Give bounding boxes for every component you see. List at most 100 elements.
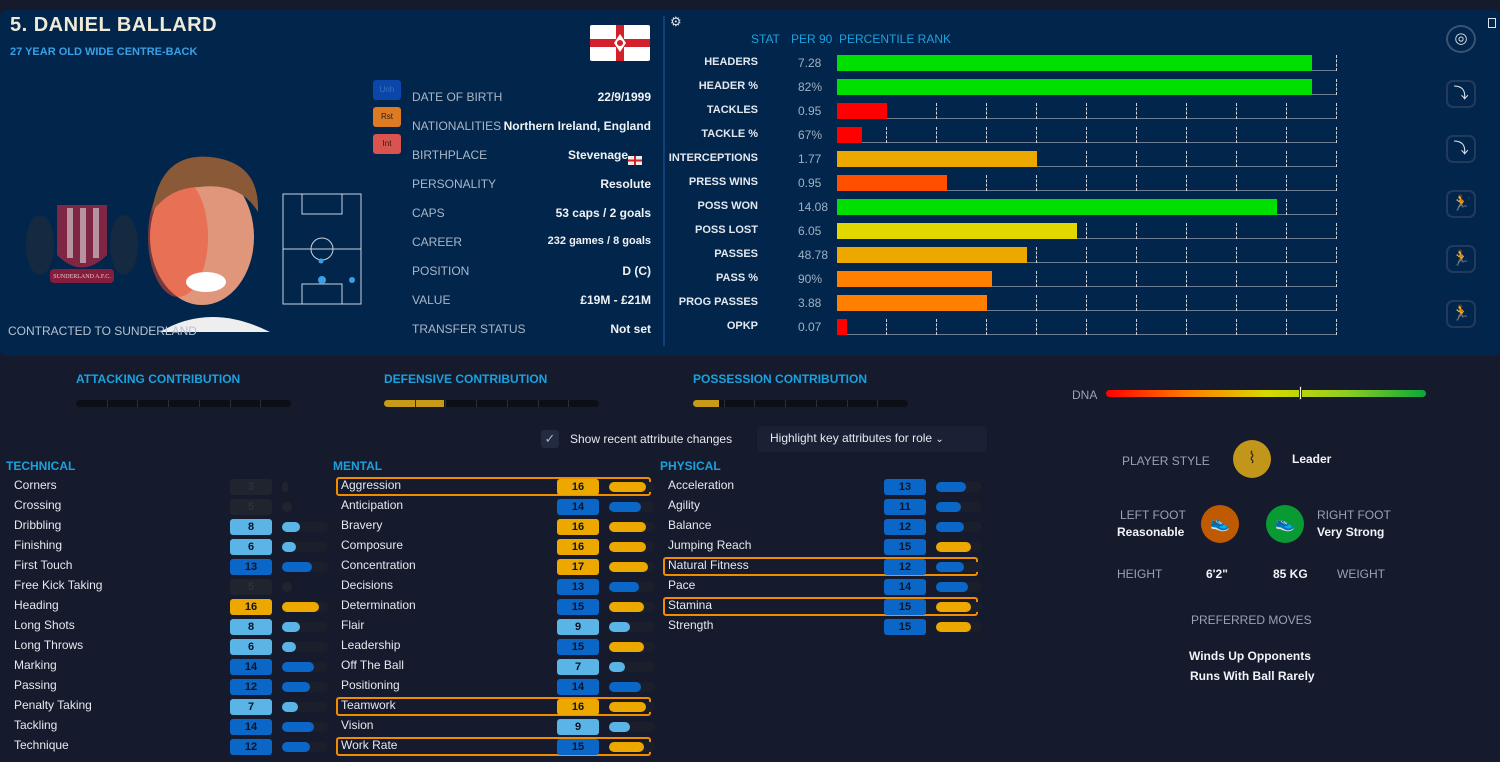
attribute-bar-fill (609, 682, 642, 692)
attribute-value[interactable]: 7 (557, 659, 599, 675)
attribute-value[interactable]: 16 (557, 479, 599, 495)
left-foot-label: LEFT FOOT (1120, 508, 1186, 522)
settings-gear-icon[interactable]: ⚙ (670, 14, 682, 29)
info-value: D (C) (622, 264, 651, 278)
track-gridline (1186, 247, 1187, 263)
attribute-bar-track (936, 502, 982, 512)
attribute-value[interactable]: 7 (230, 699, 272, 715)
attribute-bar-fill (936, 582, 969, 592)
attribute-value[interactable]: 14 (884, 579, 926, 595)
attribute-value[interactable]: 16 (557, 519, 599, 535)
attribute-value[interactable]: 17 (557, 559, 599, 575)
track-gridline (1286, 103, 1287, 119)
info-value: Stevenage (567, 148, 628, 162)
attribute-bar (282, 482, 288, 492)
attribute-bar-track (609, 742, 655, 752)
attribute-value[interactable]: 12 (230, 739, 272, 755)
slide-tackle-icon[interactable]: ⤵ (1446, 80, 1476, 108)
attribute-value[interactable]: 3 (230, 479, 272, 495)
attribute-label: Tackling (14, 718, 58, 732)
status-tag[interactable]: Unh (373, 80, 401, 100)
attribute-value[interactable]: 11 (884, 499, 926, 515)
stat-per90-value: 1.77 (798, 152, 822, 166)
kicking-player-icon[interactable]: 🏃 (1446, 245, 1476, 273)
track-gridline (1136, 103, 1137, 119)
track-gridline (1236, 271, 1237, 287)
track-gridline (1236, 103, 1237, 119)
attribute-value[interactable]: 16 (557, 699, 599, 715)
track-gridline (1186, 151, 1187, 167)
status-tag[interactable]: Rst (373, 107, 401, 127)
attribute-bar-track (936, 522, 982, 532)
contribution-segment (260, 400, 262, 407)
stats-header-rank: PERCENTILE RANK (839, 32, 952, 46)
kicking-player-icon[interactable]: 🏃 (1446, 190, 1476, 218)
attribute-value[interactable]: 13 (230, 559, 272, 575)
attribute-value[interactable]: 16 (557, 539, 599, 555)
attribute-bar-fill (282, 702, 299, 712)
contribution-segment (846, 400, 848, 407)
attribute-bar-track (936, 602, 982, 612)
contribution-segment (137, 400, 139, 407)
attribute-label: Bravery (341, 518, 383, 532)
attribute-value[interactable]: 9 (557, 619, 599, 635)
attribute-value[interactable]: 15 (557, 599, 599, 615)
stats-header-stat: STAT (751, 32, 780, 46)
attribute-value[interactable]: 13 (884, 479, 926, 495)
contract-status: CONTRACTED TO SUNDERLAND (8, 324, 197, 338)
track-gridline (1186, 223, 1187, 239)
attribute-value[interactable]: 14 (557, 679, 599, 695)
attribute-value[interactable]: 12 (884, 559, 926, 575)
running-player-icon[interactable]: 🏃 (1446, 300, 1476, 328)
info-label: CAPS (412, 206, 445, 220)
attribute-value[interactable]: 14 (230, 659, 272, 675)
slide-tackle-icon[interactable]: ⤵ (1446, 135, 1476, 163)
attribute-value[interactable]: 8 (230, 519, 272, 535)
track-gridline (1286, 151, 1287, 167)
attribute-value[interactable]: 15 (557, 739, 599, 755)
show-changes-checkbox[interactable]: ✓ (541, 430, 559, 448)
track-gridline (1186, 319, 1187, 335)
attribute-value[interactable]: 13 (557, 579, 599, 595)
attribute-value[interactable]: 16 (230, 599, 272, 615)
attribute-value[interactable]: 5 (230, 499, 272, 515)
stat-label: INTERCEPTIONS (668, 152, 758, 164)
track-gridline (1286, 199, 1287, 215)
attribute-value[interactable]: 15 (557, 639, 599, 655)
attribute-label: Off The Ball (341, 658, 404, 672)
attribute-value[interactable]: 12 (884, 519, 926, 535)
attribute-label: Aggression (341, 478, 402, 492)
attribute-value[interactable]: 12 (230, 679, 272, 695)
stat-per90-value: 3.88 (798, 296, 822, 310)
status-tag[interactable]: Int (373, 134, 401, 154)
track-gridline (936, 127, 937, 143)
attribute-value[interactable]: 8 (230, 619, 272, 635)
attribute-value[interactable]: 9 (557, 719, 599, 735)
track-gridline (1286, 271, 1287, 287)
attribute-label: Vision (341, 718, 374, 732)
highlight-attributes-dropdown[interactable]: Highlight key attributes for role ⌄ (757, 426, 987, 452)
attribute-label: Acceleration (668, 478, 735, 492)
menu-list-icon[interactable] (1488, 18, 1496, 28)
attribute-bar-track (282, 662, 328, 672)
attribute-value[interactable]: 15 (884, 599, 926, 615)
attribute-value[interactable]: 15 (884, 539, 926, 555)
stat-per90-value: 82% (798, 80, 823, 94)
contribution-segment (785, 400, 787, 407)
attribute-value[interactable]: 14 (557, 499, 599, 515)
player-profile-toggle-icon[interactable]: ◎ (1446, 25, 1476, 53)
track-gridline (936, 319, 937, 335)
attribute-value[interactable]: 15 (884, 619, 926, 635)
contribution-title: ATTACKING CONTRIBUTION (76, 372, 241, 386)
contribution-segment (568, 400, 570, 407)
stat-percentile-track (837, 151, 1337, 167)
player-style-label: PLAYER STYLE (1122, 454, 1210, 468)
attribute-value[interactable]: 6 (230, 639, 272, 655)
attribute-bar-track (609, 682, 655, 692)
attribute-value[interactable]: 14 (230, 719, 272, 735)
attribute-value[interactable]: 5 (230, 579, 272, 595)
stat-percentile-track (837, 199, 1337, 215)
attribute-bar-track (282, 622, 328, 632)
attribute-value[interactable]: 6 (230, 539, 272, 555)
info-value: 22/9/1999 (597, 90, 651, 104)
